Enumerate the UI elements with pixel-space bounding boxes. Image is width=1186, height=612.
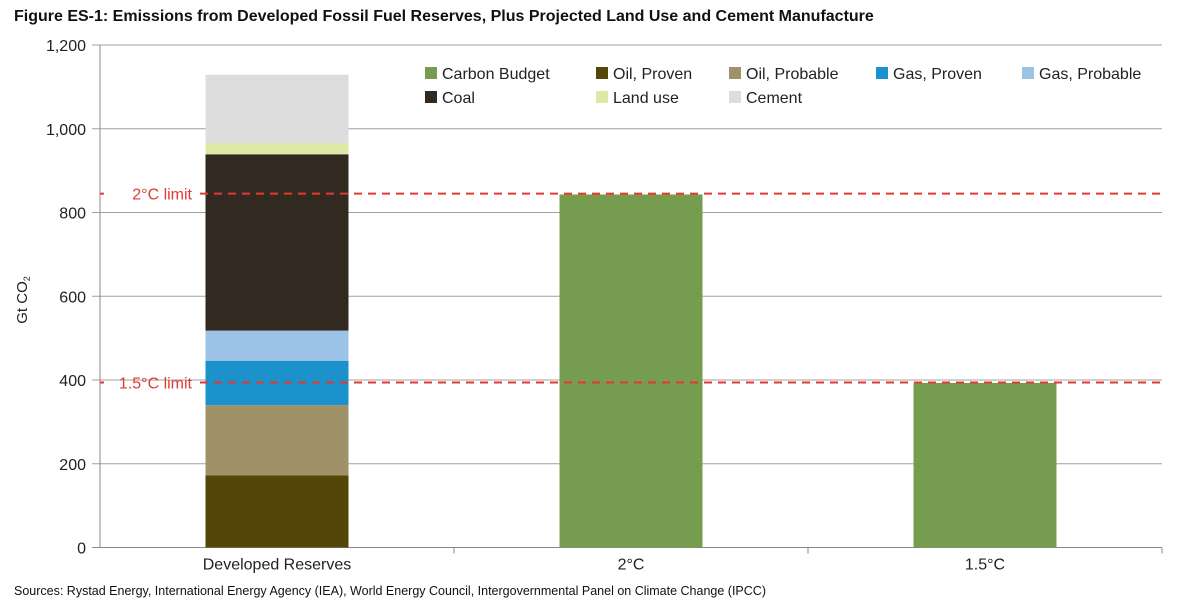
legend-label: Carbon Budget xyxy=(442,66,550,83)
y-tick-label: 800 xyxy=(59,206,86,223)
legend-label: Coal xyxy=(442,90,475,107)
legend-swatch xyxy=(425,91,437,103)
bar-coal xyxy=(205,154,349,331)
legend-swatch xyxy=(596,67,608,79)
y-tick-label: 400 xyxy=(59,373,86,390)
y-tick-label: 1,200 xyxy=(46,38,86,55)
legend-label: Cement xyxy=(746,90,803,107)
legend-swatch xyxy=(729,67,741,79)
bar-cement xyxy=(205,74,349,144)
legend-swatch xyxy=(1022,67,1034,79)
legend-swatch xyxy=(729,91,741,103)
y-tick-label: 0 xyxy=(77,541,86,558)
source-note: Sources: Rystad Energy, International En… xyxy=(14,584,766,598)
bar-carbon-budget xyxy=(913,382,1057,548)
legend-label: Oil, Probable xyxy=(746,66,839,83)
legend-label: Gas, Proven xyxy=(893,66,982,83)
x-tick-label: 1.5°C xyxy=(965,557,1005,574)
reference-line-label: 1.5°C limit xyxy=(119,376,193,393)
legend-swatch xyxy=(425,67,437,79)
y-tick-label: 1,000 xyxy=(46,122,86,139)
x-tick-label: 2°C xyxy=(618,557,645,574)
y-tick-label: 200 xyxy=(59,457,86,474)
legend-label: Gas, Probable xyxy=(1039,66,1141,83)
bar-land-use xyxy=(205,143,349,155)
reference-line-label: 2°C limit xyxy=(132,187,192,204)
bar-oil-probable xyxy=(205,405,349,476)
chart-title: Figure ES-1: Emissions from Developed Fo… xyxy=(14,8,874,25)
bar-carbon-budget xyxy=(559,194,703,548)
x-tick-label: Developed Reserves xyxy=(203,557,352,574)
legend-swatch xyxy=(596,91,608,103)
bar-oil-proven xyxy=(205,475,349,548)
legend-label: Oil, Proven xyxy=(613,66,692,83)
y-tick-label: 600 xyxy=(59,289,86,306)
y-axis-label: Gt CO2 xyxy=(14,276,32,324)
legend-swatch xyxy=(876,67,888,79)
bar-gas-probable xyxy=(205,330,349,361)
legend-label: Land use xyxy=(613,90,679,107)
